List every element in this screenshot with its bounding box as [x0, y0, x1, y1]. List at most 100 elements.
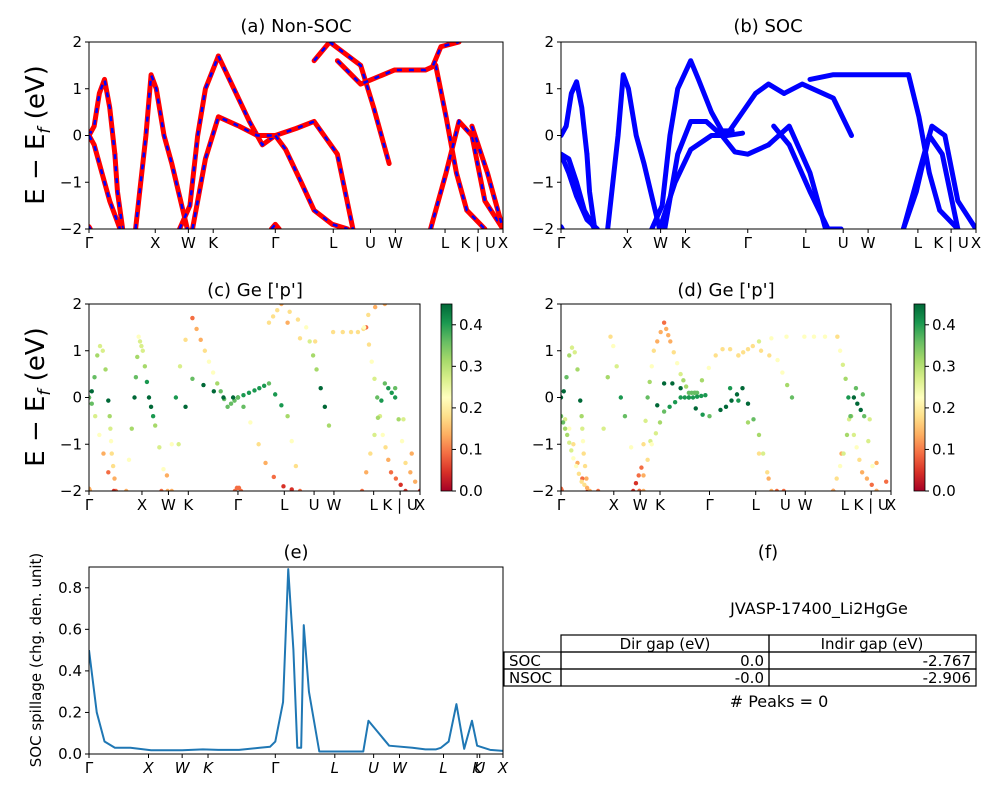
projected-band-point	[657, 420, 663, 425]
y-tick-label: 0.0	[58, 745, 82, 763]
projected-band-point	[393, 476, 399, 481]
band-line-dash	[313, 42, 391, 164]
k-tick-label: L	[914, 234, 923, 252]
band-line-dash	[89, 134, 122, 229]
projected-band-point	[372, 432, 377, 438]
y-tick-label: 0	[544, 389, 554, 407]
projected-band-point	[611, 343, 616, 349]
spillage-line	[89, 568, 503, 753]
projected-band-point	[774, 488, 780, 491]
y-tick-label: 0.4	[58, 662, 82, 680]
colorbar-tick-label: 0.0	[459, 482, 483, 500]
k-tick-label: L	[280, 496, 289, 514]
projected-band-point	[139, 343, 144, 349]
projected-band-point	[148, 404, 154, 410]
projected-band-point	[655, 339, 660, 344]
projected-band-point	[409, 451, 414, 456]
colorbar-tick-label: 0.3	[932, 357, 956, 375]
projected-band-point	[700, 412, 705, 417]
projected-band-point	[110, 463, 116, 469]
projected-band-point	[198, 337, 203, 343]
projected-band-point	[756, 451, 762, 456]
table-row-label: NSOC	[509, 669, 552, 687]
projected-band-point	[135, 354, 140, 360]
projected-band-point	[266, 381, 272, 386]
projected-band-point	[628, 445, 634, 450]
projected-band-point	[417, 488, 420, 491]
panel-e-kticks: Γ X W K Γ L U W L KU X	[85, 754, 509, 777]
projected-band-point	[392, 385, 398, 391]
projected-band-point	[93, 414, 98, 419]
projected-band-point	[261, 383, 267, 389]
projected-band-point	[848, 414, 853, 419]
k-tick-label: X	[971, 234, 981, 252]
projected-band-point	[864, 476, 870, 481]
projected-band-point	[671, 350, 676, 355]
y-tick-label: 2	[544, 33, 554, 51]
projected-band-point	[398, 482, 403, 487]
projected-band-point	[236, 485, 242, 491]
projected-band-point	[159, 488, 164, 491]
projected-band-point	[874, 460, 879, 466]
projected-band-point	[246, 390, 252, 396]
k-tick-label: L	[369, 496, 378, 514]
projected-band-point	[854, 445, 859, 450]
projected-band-point	[723, 404, 729, 410]
colorbar-tick-label: 0.4	[932, 316, 956, 334]
colorbar-tick-label: 0.2	[932, 399, 956, 417]
k-tick-label: K	[183, 496, 194, 514]
projected-band-point	[672, 399, 678, 405]
projected-band-point	[271, 474, 277, 480]
projected-band-point	[694, 394, 700, 399]
table-cell: -2.767	[923, 652, 971, 670]
projected-band-point	[124, 488, 129, 491]
panel-c-colorbar	[440, 303, 453, 492]
panel-d-frame	[560, 303, 892, 492]
panel-d-colorbar-ticks: 0.4 0.3 0.2 0.1 0.0	[925, 316, 956, 500]
projected-band-point	[874, 488, 879, 491]
panel-b-yticks: 2 1 0 −1 −2	[532, 33, 561, 238]
panel-e-yticks: 0.8 0.6 0.4 0.2 0.0	[58, 579, 89, 763]
projected-band-point	[106, 470, 111, 475]
band-line	[605, 72, 663, 229]
projected-band-point	[707, 414, 712, 419]
y-tick-label: 1	[72, 342, 82, 360]
projected-band-point	[270, 314, 276, 319]
projected-band-point	[111, 488, 117, 491]
projected-band-point	[840, 362, 846, 367]
projected-band-point	[579, 479, 584, 484]
projected-band-point	[745, 401, 751, 406]
projected-band-point	[561, 414, 564, 419]
projected-band-point	[587, 488, 593, 491]
projected-band-point	[218, 389, 223, 394]
k-tick-label: K	[208, 234, 219, 252]
k-tick-label: Γ	[557, 496, 566, 514]
band-line-dash	[429, 118, 503, 229]
projected-band-point	[318, 385, 323, 391]
panel-c-colorbar-ticks: 0.4 0.3 0.2 0.1 0.0	[452, 316, 483, 500]
projected-band-point	[802, 334, 807, 339]
projected-band-point	[605, 375, 610, 380]
projected-band-point	[561, 395, 564, 400]
projected-band-point	[740, 350, 746, 355]
projected-band-point	[784, 382, 790, 388]
projected-band-point	[403, 460, 408, 466]
projected-band-point	[567, 440, 572, 445]
projected-band-point	[661, 409, 667, 414]
projected-band-point	[571, 442, 576, 447]
projected-band-point	[392, 395, 398, 400]
projected-band-point	[573, 463, 579, 469]
projected-band-point	[843, 376, 848, 381]
band-line	[771, 123, 844, 229]
projected-band-point	[853, 385, 859, 391]
projected-band-point	[699, 378, 705, 383]
projected-band-point	[106, 398, 111, 403]
band-line-dash	[470, 125, 503, 229]
projected-band-point	[601, 426, 606, 431]
projected-band-point	[107, 414, 112, 419]
